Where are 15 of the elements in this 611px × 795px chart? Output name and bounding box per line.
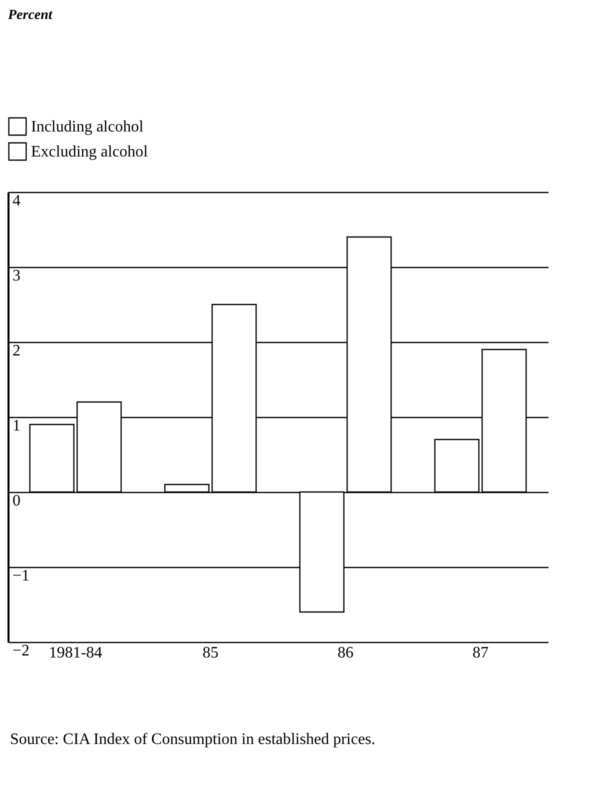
y-tick-label: 4: [12, 192, 20, 210]
x-tick-label: 87: [472, 644, 488, 662]
x-tick-label: 86: [338, 644, 354, 662]
y-tick-label: 1: [12, 418, 20, 434]
source-note: Source: CIA Index of Consumption in established prices.: [10, 731, 376, 748]
legend-label: Including alcohol: [31, 118, 144, 136]
y-tick-label: −2: [12, 642, 30, 660]
x-tick-label: 1981-84: [48, 644, 102, 662]
x-tick-label: 85: [202, 644, 218, 662]
y-tick-label: −1: [12, 568, 30, 584]
y-tick-label: 2: [12, 342, 20, 360]
chart-title: Percent: [8, 8, 54, 23]
y-tick-label: 3: [12, 268, 20, 284]
legend-label: Excluding alcohol: [31, 144, 148, 160]
y-tick-label: 0: [12, 492, 20, 510]
